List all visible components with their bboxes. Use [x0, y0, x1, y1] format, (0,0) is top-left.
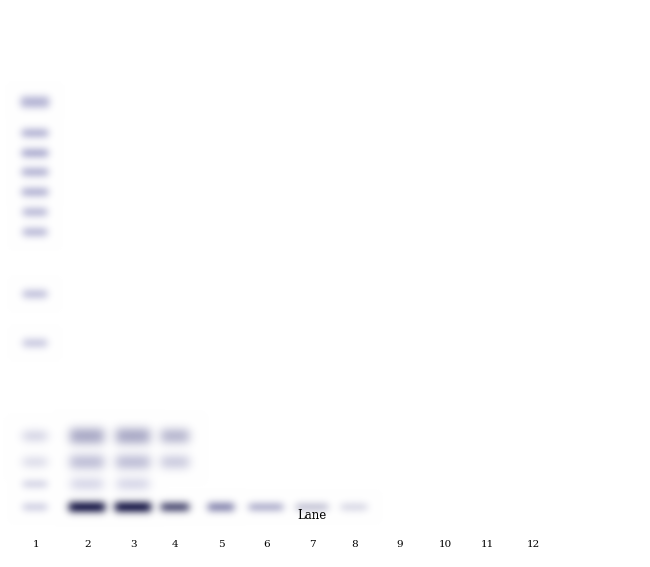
Text: Lane: Lane	[298, 510, 326, 522]
Text: 9: 9	[396, 540, 403, 549]
Text: 5: 5	[218, 540, 224, 549]
Text: 8: 8	[351, 540, 358, 549]
Text: 1: 1	[32, 540, 39, 549]
Text: 10: 10	[439, 540, 452, 549]
Text: 4: 4	[172, 540, 179, 549]
Text: 6: 6	[263, 540, 270, 549]
Text: 12: 12	[526, 540, 539, 549]
Text: 2: 2	[84, 540, 91, 549]
Text: 11: 11	[481, 540, 494, 549]
Text: 7: 7	[309, 540, 315, 549]
Text: 3: 3	[130, 540, 136, 549]
